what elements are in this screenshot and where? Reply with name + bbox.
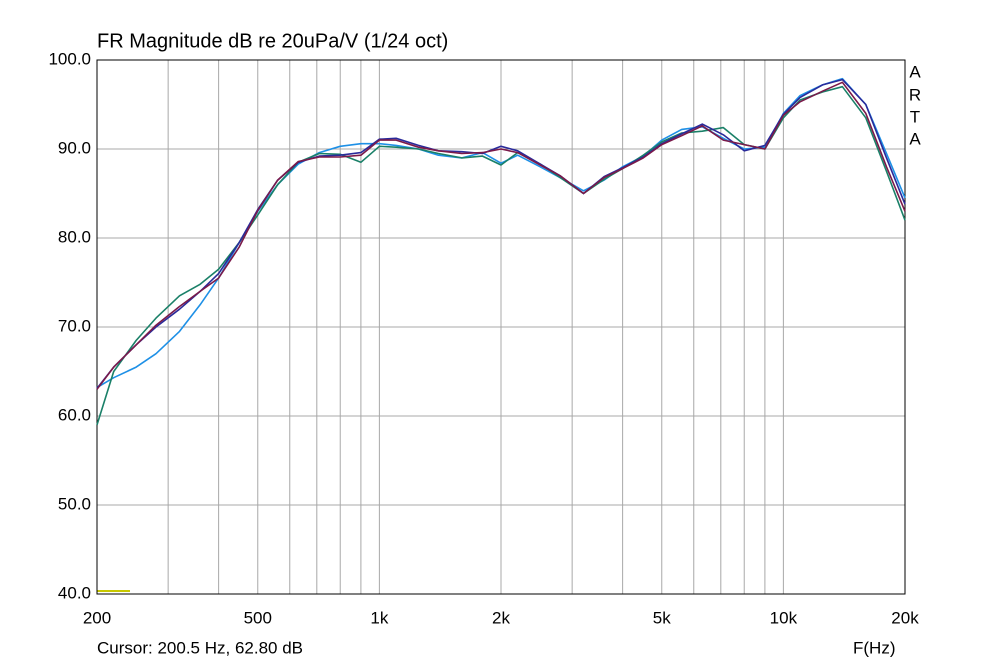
cursor-readout: Cursor: 200.5 Hz, 62.80 dB: [97, 638, 303, 657]
y-tick-label: 40.0: [58, 583, 91, 602]
y-tick-label: 60.0: [58, 405, 91, 424]
chart-title: FR Magnitude dB re 20uPa/V (1/24 oct): [97, 30, 448, 52]
x-tick-label: 500: [244, 608, 272, 627]
side-letter: A: [909, 129, 921, 148]
plot-frame: [96, 59, 906, 595]
y-tick-label: 80.0: [58, 227, 91, 246]
y-tick-label: 100.0: [48, 49, 91, 68]
x-tick-label: 10k: [770, 608, 798, 627]
x-axis-label: F(Hz): [853, 638, 895, 657]
y-tick-label: 90.0: [58, 138, 91, 157]
side-letter: T: [910, 107, 920, 126]
fr-curve: [96, 78, 906, 389]
y-tick-label: 70.0: [58, 316, 91, 335]
side-letter: A: [909, 62, 921, 81]
x-tick-label: 2k: [492, 608, 510, 627]
x-tick-label: 5k: [653, 608, 671, 627]
x-tick-label: 200: [83, 608, 111, 627]
side-letter: R: [909, 85, 921, 104]
x-tick-label: 1k: [370, 608, 388, 627]
x-tick-label: 20k: [891, 608, 919, 627]
y-tick-label: 50.0: [58, 494, 91, 513]
fr-curve: [96, 81, 906, 390]
